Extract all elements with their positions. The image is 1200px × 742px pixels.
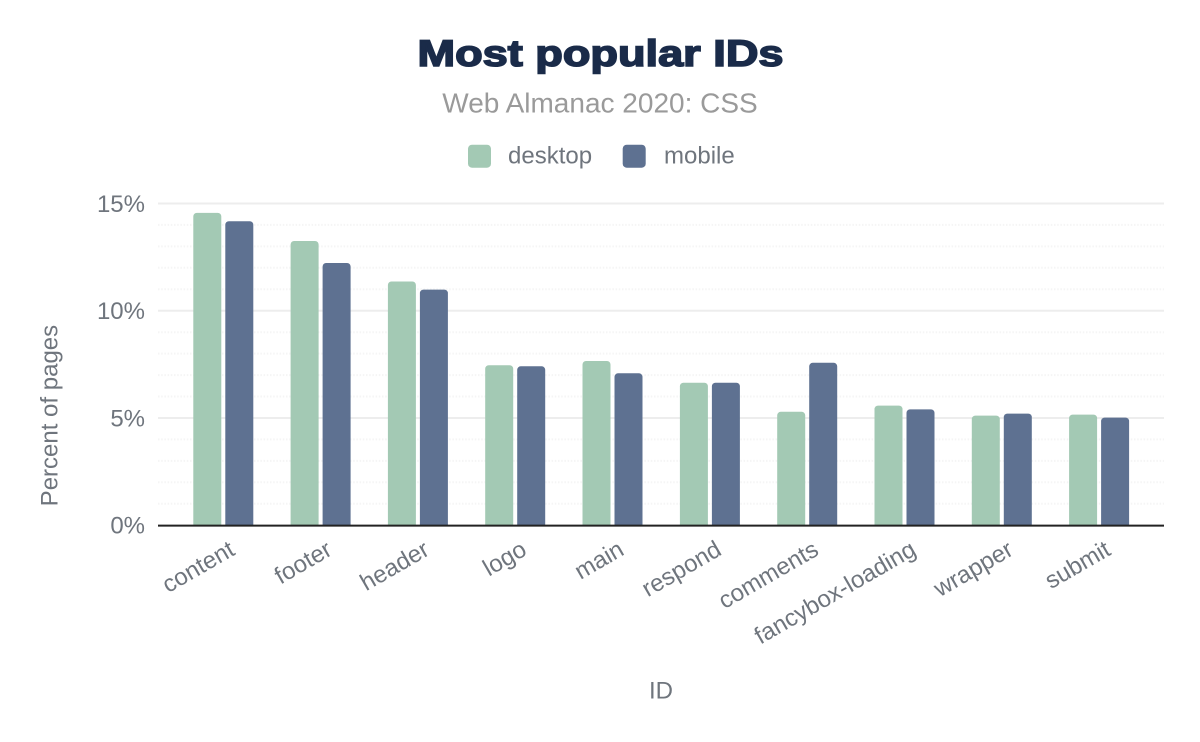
svg-text:10%: 10% — [97, 298, 145, 325]
svg-text:5%: 5% — [110, 406, 145, 433]
svg-text:mobile: mobile — [664, 143, 735, 170]
svg-text:desktop: desktop — [508, 143, 592, 170]
svg-text:Web Almanac 2020: CSS: Web Almanac 2020: CSS — [442, 88, 757, 119]
svg-text:Most popular IDs: Most popular IDs — [418, 33, 784, 74]
svg-text:0%: 0% — [110, 513, 145, 540]
svg-text:Percent of pages: Percent of pages — [37, 325, 64, 506]
svg-text:15%: 15% — [97, 191, 145, 218]
svg-text:ID: ID — [649, 678, 673, 705]
